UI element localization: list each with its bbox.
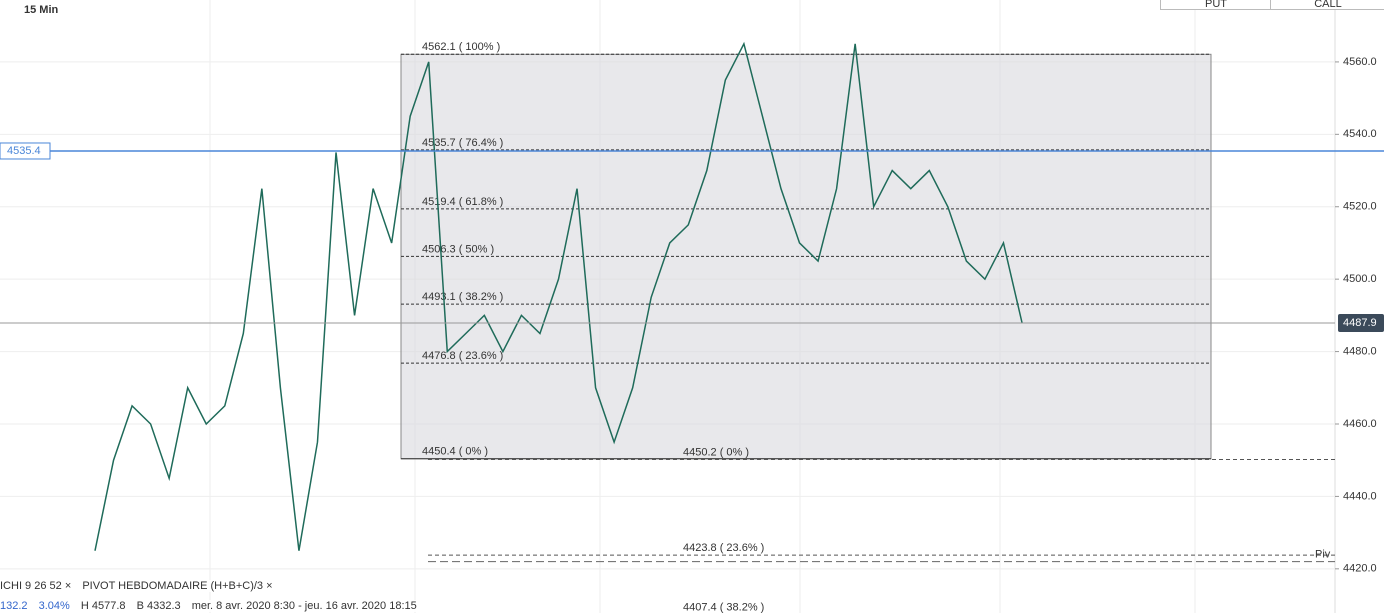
indicator-bar: ICHI 9 26 52 × PIVOT HEBDOMADAIRE (H+B+C… — [0, 580, 281, 592]
y-tick-label: 4500.0 — [1343, 273, 1377, 285]
put-button[interactable]: PUT — [1160, 0, 1272, 10]
stat: 132.2 — [0, 600, 28, 612]
y-tick-label: 4440.0 — [1343, 490, 1377, 502]
stat: mer. 8 avr. 2020 8:30 - jeu. 16 avr. 202… — [191, 600, 417, 612]
fib-label: 4450.4 ( 0% ) — [422, 446, 488, 458]
stats-bar: 132.2 3.04% H 4577.8 B 4332.3 mer. 8 avr… — [0, 600, 425, 612]
stat: B 4332.3 — [136, 600, 181, 612]
y-tick-label: 4460.0 — [1343, 418, 1377, 430]
fib-label: 4562.1 ( 100% ) — [422, 41, 500, 53]
y-tick-label: 4540.0 — [1343, 128, 1377, 140]
alert-label-box — [0, 142, 51, 160]
fib-label: 4535.7 ( 76.4% ) — [422, 137, 503, 149]
price-line — [94, 41, 1023, 551]
indicator: ICHI 9 26 52 × — [0, 580, 72, 592]
alert-label: 4535.4 — [7, 145, 41, 157]
indicator: PIVOT HEBDOMADAIRE (H+B+C)/3 × — [82, 580, 273, 592]
call-button[interactable]: CALL — [1270, 0, 1384, 10]
fib-ext-label: 4450.2 ( 0% ) — [683, 446, 749, 458]
fib-label: 4519.4 ( 61.8% ) — [422, 196, 503, 208]
pivot-label: Piv — [1315, 548, 1331, 560]
fib-ext-label: 4423.8 ( 23.6% ) — [683, 542, 764, 554]
fib-label: 4493.1 ( 38.2% ) — [422, 291, 503, 303]
y-tick-label: 4520.0 — [1343, 201, 1377, 213]
y-tick-label: 4480.0 — [1343, 345, 1377, 357]
fib-ext-label: 4407.4 ( 38.2% ) — [683, 601, 764, 613]
fib-label: 4506.3 ( 50% ) — [422, 243, 494, 255]
last-price-box — [1338, 313, 1384, 332]
last-price-label: 4487.9 — [1343, 317, 1377, 329]
stat: H 4577.8 — [80, 600, 126, 612]
y-tick-label: 4560.0 — [1343, 56, 1377, 68]
fib-label: 4476.8 ( 23.6% ) — [422, 350, 503, 362]
timeframe: 15 Min — [24, 4, 59, 16]
stat: 3.04% — [38, 600, 70, 612]
y-tick-label: 4420.0 — [1343, 563, 1377, 575]
